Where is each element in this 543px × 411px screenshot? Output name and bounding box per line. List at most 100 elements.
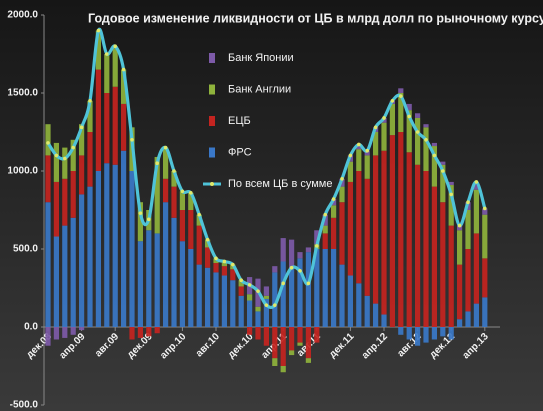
line-point <box>130 138 134 142</box>
bar <box>406 103 412 111</box>
bar <box>272 327 278 359</box>
bar <box>347 275 353 327</box>
line-point <box>315 244 319 248</box>
bar <box>465 249 471 312</box>
bar <box>238 280 244 287</box>
bar <box>305 358 311 363</box>
bar <box>213 272 219 327</box>
line-point <box>306 281 311 286</box>
bar <box>356 149 362 171</box>
line-point <box>415 130 420 134</box>
legend-label: Банк Англии <box>228 83 291 95</box>
line-point <box>457 223 462 228</box>
bar <box>356 283 362 327</box>
bar <box>280 366 286 373</box>
bar <box>373 155 379 304</box>
bar <box>398 132 404 327</box>
line-point <box>247 283 252 287</box>
bar <box>196 214 202 226</box>
line-point <box>390 99 395 103</box>
bar <box>364 178 370 296</box>
bar <box>121 69 127 104</box>
bar <box>457 264 463 320</box>
bar <box>364 295 370 327</box>
line-point <box>54 153 59 158</box>
bar <box>247 327 253 335</box>
bar <box>79 155 85 195</box>
bar <box>347 161 353 182</box>
bar <box>482 258 488 298</box>
bar <box>289 239 295 268</box>
bar <box>482 208 488 215</box>
bar <box>104 54 110 93</box>
bar <box>137 202 143 242</box>
line-point <box>96 28 101 33</box>
bar <box>331 249 337 327</box>
line-point <box>483 206 487 211</box>
bar <box>457 225 463 231</box>
bar <box>45 327 51 346</box>
bar <box>263 295 269 299</box>
legend-label: Банк Японии <box>228 52 294 64</box>
line-point <box>281 281 286 286</box>
bar <box>163 147 169 179</box>
legend-label: ЕЦБ <box>228 115 251 127</box>
bar <box>398 327 404 335</box>
bar <box>339 264 345 327</box>
line-point <box>365 148 370 153</box>
line-point <box>432 153 437 158</box>
bar <box>45 155 51 203</box>
bar <box>423 124 429 128</box>
bar <box>154 156 160 234</box>
line-point <box>449 192 454 197</box>
bar <box>263 298 269 327</box>
line-point <box>63 156 67 161</box>
bar <box>87 186 93 327</box>
bar <box>70 171 76 218</box>
bar <box>314 249 320 327</box>
bar <box>440 164 446 203</box>
legend-swatch <box>209 116 215 126</box>
bar <box>322 233 328 249</box>
chart-title: Годовое изменение ликвидности от ЦБ в мл… <box>88 11 543 25</box>
bar <box>381 150 387 315</box>
bar <box>364 150 370 156</box>
line-point <box>79 125 84 130</box>
bar <box>280 238 286 262</box>
bar <box>289 327 295 351</box>
bar <box>473 181 479 190</box>
line-point <box>121 67 126 72</box>
bar <box>154 327 160 334</box>
line-point <box>147 217 151 222</box>
bar <box>431 146 437 187</box>
bar <box>280 327 286 366</box>
bar <box>104 163 110 327</box>
line-point <box>172 169 176 173</box>
line-point <box>231 262 235 267</box>
bar <box>188 192 194 210</box>
bar <box>163 202 169 327</box>
legend-swatch <box>209 84 215 95</box>
bar <box>415 113 421 118</box>
bar <box>121 150 127 327</box>
line-point <box>348 153 353 158</box>
line-point <box>373 125 378 130</box>
bar <box>171 217 177 327</box>
bar <box>431 327 437 340</box>
line-point <box>474 180 479 184</box>
bar <box>406 110 412 153</box>
line-point <box>407 114 412 119</box>
bar <box>423 327 429 343</box>
bar <box>440 202 446 327</box>
bar <box>448 327 454 340</box>
bar <box>406 152 412 327</box>
bar <box>389 135 395 327</box>
legend-swatch <box>209 147 215 158</box>
bar <box>389 103 395 136</box>
bar <box>70 139 76 171</box>
bar <box>146 230 152 327</box>
bar <box>398 93 404 132</box>
bar <box>473 303 479 327</box>
bar <box>129 171 135 327</box>
